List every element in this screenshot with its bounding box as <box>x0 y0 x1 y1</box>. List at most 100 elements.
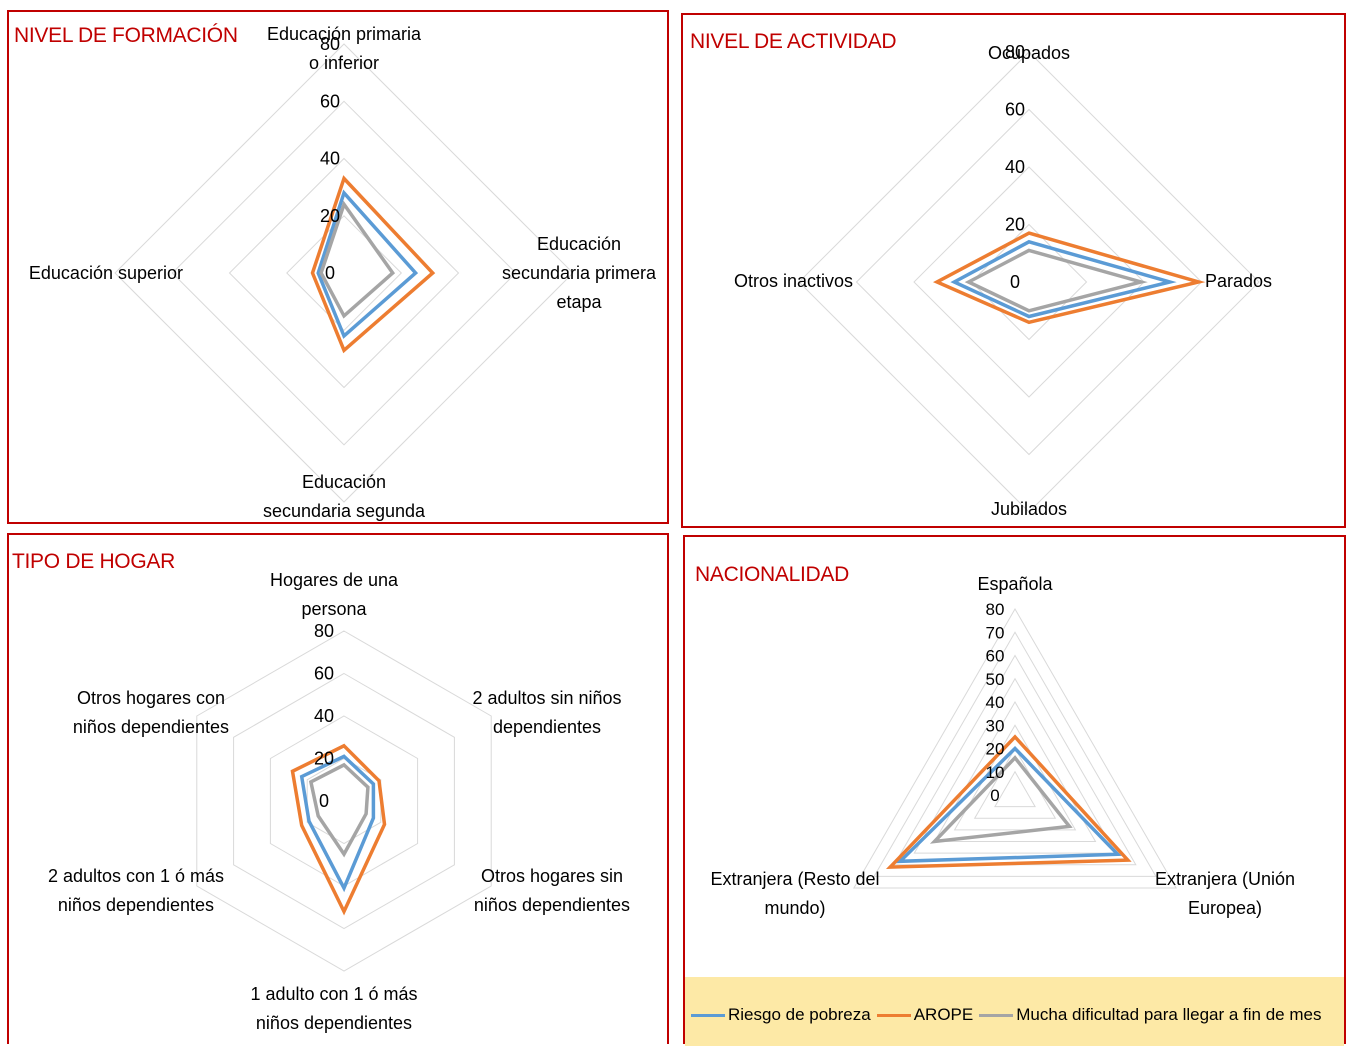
category-label: Otros hogares con niños dependientes <box>73 688 229 737</box>
legend-item-riesgo: Riesgo de pobreza <box>691 1005 871 1025</box>
tick-label: 60 <box>314 664 334 684</box>
tick-label: 20 <box>314 749 334 769</box>
tick-label: 80 <box>1005 42 1025 62</box>
chart-title: NACIONALIDAD <box>695 563 849 586</box>
category-label-line: Jubilados <box>991 499 1067 519</box>
category-label-line: Ocupados <box>988 43 1070 63</box>
category-label: Extranjera (Unión Europea) <box>1155 869 1295 918</box>
tick-label: 0 <box>325 263 335 283</box>
series-line-dificultad <box>308 762 370 858</box>
tick-label: 20 <box>986 740 1005 759</box>
category-label-line: Española <box>977 574 1053 594</box>
category-label: Ocupados <box>988 43 1070 63</box>
tick-label: 80 <box>320 34 340 54</box>
tick-label: 20 <box>1005 215 1025 235</box>
series-line-riesgo <box>299 754 376 893</box>
category-label-line: niños dependientes <box>256 1013 412 1033</box>
series-line-arope <box>310 175 436 354</box>
tick-label: 80 <box>314 621 334 641</box>
grid-ring <box>873 631 1157 877</box>
category-label-line: niños dependientes <box>474 895 630 915</box>
category-label: Hogares de una persona <box>270 570 399 619</box>
category-label: 2 adultos con 1 ó más niños dependientes <box>48 866 224 915</box>
legend-label: Mucha dificultad para llegar a fin de me… <box>1016 1005 1322 1024</box>
series-line-dificultad <box>964 248 1148 313</box>
legend: Riesgo de pobreza AROPE Mucha dificultad… <box>691 1005 1327 1025</box>
tick-label: 50 <box>986 670 1005 689</box>
chart-title: NIVEL DE ACTIVIDAD <box>690 30 897 53</box>
category-label-line: 2 adultos con 1 ó más <box>48 866 224 886</box>
category-label: Española <box>977 574 1053 594</box>
series-line-riesgo <box>895 746 1122 864</box>
category-label: Jubilados <box>991 499 1067 519</box>
tick-label: 40 <box>314 706 334 726</box>
series-line-arope <box>290 743 387 916</box>
legend-background <box>685 977 1344 1046</box>
tick-label: 40 <box>320 149 340 169</box>
series-line-arope <box>932 231 1206 325</box>
grid-ring <box>196 630 492 972</box>
radar-chart-hogar: 0 20 40 60 80 Hogares de una persona 2 adultos … <box>48 570 630 1033</box>
tick-label: 40 <box>1005 157 1025 177</box>
legend-label: AROPE <box>913 1005 974 1024</box>
legend-swatch-arope <box>876 1013 911 1017</box>
category-label-line: Parados <box>1205 271 1272 291</box>
category-label-line: secundaria segunda <box>263 501 426 521</box>
chart-title: NIVEL DE FORMACIÓN <box>14 24 238 47</box>
panel-nacionalidad: NACIONALIDAD 0 10 20 30 40 50 60 70 80 Española Ex… <box>683 535 1346 1046</box>
category-label-line: Educación <box>537 234 621 254</box>
panel-nivel-actividad: NIVEL DE ACTIVIDAD 0 20 40 60 80 Ocupados Para… <box>681 13 1346 528</box>
series-line-riesgo <box>950 239 1177 319</box>
category-label-line: Otros inactivos <box>734 271 853 291</box>
category-label-line: Europea) <box>1188 898 1262 918</box>
panel-tipo-hogar: TIPO DE HOGAR 0 20 40 60 80 Hogares de una per… <box>7 533 669 1044</box>
category-label-line: Extranjera (Unión <box>1155 869 1295 889</box>
category-label-line: dependientes <box>493 717 601 737</box>
series-line-riesgo <box>316 189 419 339</box>
legend-label: Riesgo de pobreza <box>728 1005 871 1024</box>
category-label-line: Educación superior <box>29 263 183 283</box>
legend-item-dificultad: Mucha dificultad para llegar a fin de me… <box>979 1005 1321 1025</box>
category-label-line: Extranjera (Resto del <box>710 869 879 889</box>
grid-ring <box>233 672 455 930</box>
category-label: 1 adulto con 1 ó más niños dependientes <box>250 984 417 1033</box>
grid-ring <box>114 43 574 503</box>
tick-label: 10 <box>986 763 1005 782</box>
grid-ring <box>798 51 1260 513</box>
category-label: Educación secundaria primera etapa <box>502 234 657 312</box>
category-label: Educación primaria o inferior <box>267 24 422 73</box>
grid-ring <box>855 108 1203 456</box>
grid <box>798 51 1260 513</box>
tick-label: 60 <box>320 91 340 111</box>
tick-label: 40 <box>986 693 1005 712</box>
chart-title: TIPO DE HOGAR <box>12 550 175 573</box>
category-label-line: Educación <box>302 472 386 492</box>
grid-ring <box>953 724 1077 831</box>
series-line-arope <box>885 734 1132 869</box>
legend-swatch-dificultad <box>979 1013 1014 1017</box>
tick-label: 20 <box>320 206 340 226</box>
category-label-line: Hogares de una <box>270 570 399 590</box>
series-line-dificultad <box>929 755 1073 844</box>
category-label: Educación superior <box>29 263 183 283</box>
category-label-line: 2 adultos sin niños <box>472 688 621 708</box>
category-label-line: persona <box>301 599 367 619</box>
panel-nivel-formacion: NIVEL DE FORMACIÓN 0 20 40 60 80 Educación pr… <box>7 10 669 524</box>
grid-ring <box>994 770 1036 808</box>
tick-label: 80 <box>986 600 1005 619</box>
series-line-dificultad <box>319 200 396 319</box>
grid-ring <box>853 608 1177 889</box>
category-label-line: niños dependientes <box>73 717 229 737</box>
tick-label: 60 <box>1005 100 1025 120</box>
grid <box>196 630 492 972</box>
grid-ring <box>269 715 419 887</box>
category-label-line: niños dependientes <box>58 895 214 915</box>
category-label-line: o inferior <box>309 53 379 73</box>
grid-ring <box>306 757 382 845</box>
legend-item-arope: AROPE <box>876 1005 974 1025</box>
grid-ring <box>933 700 1097 842</box>
grid-ring <box>913 166 1145 398</box>
grid-ring <box>286 215 403 332</box>
